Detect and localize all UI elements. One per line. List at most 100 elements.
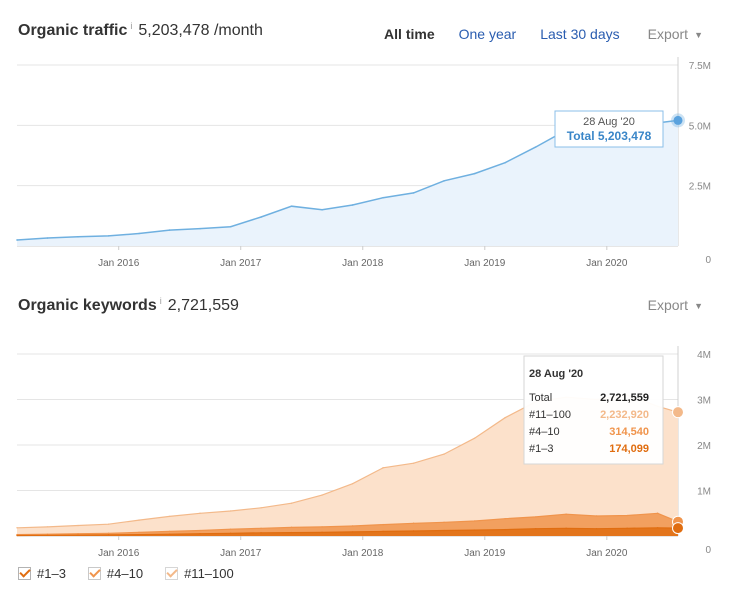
keywords-point <box>77 524 79 527</box>
tooltip-row-value: 2,721,559 <box>600 392 649 404</box>
traffic-point <box>16 239 18 241</box>
keywords-title: Organic keywords <box>18 297 157 314</box>
keywords-point <box>107 532 110 534</box>
keywords-point <box>199 533 201 535</box>
x-tick-label: Jan 2019 <box>464 258 506 269</box>
traffic-point <box>321 209 323 211</box>
keywords-point <box>199 529 201 532</box>
keywords-info-icon[interactable]: i <box>159 296 162 306</box>
keywords-point <box>626 527 628 529</box>
keywords-point <box>626 514 628 517</box>
keywords-point <box>46 533 49 535</box>
checkbox-4-10[interactable] <box>87 566 101 580</box>
keywords-value: 2,721,559 <box>167 297 239 314</box>
keywords-point <box>412 522 415 524</box>
range-one-year[interactable]: One year <box>458 26 517 42</box>
y-tick-label: 2.5M <box>689 182 711 193</box>
traffic-export-label: Export <box>647 26 689 42</box>
keywords-point <box>138 531 140 534</box>
traffic-point <box>443 180 445 182</box>
traffic-point <box>77 236 79 238</box>
y-tick-label: 5.0M <box>689 121 711 132</box>
checkbox-11-100[interactable] <box>165 566 179 580</box>
tooltip-date: 28 Aug '20 <box>583 116 635 128</box>
keywords-point <box>77 533 79 535</box>
traffic-area <box>17 120 678 246</box>
keywords-point <box>321 531 323 534</box>
keywords-point <box>107 523 110 525</box>
x-tick-label: Jan 2020 <box>586 258 628 269</box>
keywords-point <box>382 530 384 533</box>
keywords-point <box>565 527 567 529</box>
legend-item-1-3[interactable]: #1–3 <box>18 566 66 581</box>
keywords-point <box>595 528 598 530</box>
keywords-point <box>534 516 537 518</box>
keywords-point <box>412 530 415 532</box>
traffic-marker <box>673 115 683 125</box>
keywords-point <box>504 417 506 419</box>
keywords-point <box>16 534 18 537</box>
keywords-point <box>351 482 354 485</box>
legend-item-4-10[interactable]: #4–10 <box>87 566 143 581</box>
keywords-point <box>443 529 445 532</box>
keywords-export-button[interactable]: Export ▼ <box>648 297 703 313</box>
range-last-30-days[interactable]: Last 30 days <box>540 26 620 42</box>
traffic-point <box>199 227 201 230</box>
keywords-point <box>77 534 79 536</box>
y-tick-label: 3M <box>697 396 711 407</box>
keywords-point <box>443 521 445 524</box>
legend: #1–3 #4–10 #11–100 <box>18 566 256 581</box>
y-tick-label: 0 <box>705 545 711 556</box>
traffic-point <box>138 232 140 235</box>
traffic-point <box>412 192 415 194</box>
chevron-down-icon: ▼ <box>694 301 703 311</box>
legend-item-11-100[interactable]: #11–100 <box>165 566 234 581</box>
x-tick-label: Jan 2018 <box>342 258 384 269</box>
keywords-marker-2 <box>672 522 684 535</box>
keywords-area-0 <box>17 394 678 536</box>
keywords-header: Organic keywords i 2,721,559 <box>18 296 239 315</box>
tooltip-row-label: #1–3 <box>529 443 553 455</box>
check-icon <box>19 566 31 578</box>
keywords-point <box>168 530 171 533</box>
keywords-point <box>199 512 201 514</box>
keywords-point <box>565 513 567 515</box>
keywords-point <box>473 520 476 522</box>
traffic-point <box>107 235 110 237</box>
tooltip-total: Total 5,203,478 <box>567 129 652 143</box>
x-tick-label: Jan 2017 <box>220 258 262 269</box>
keywords-point <box>595 515 598 517</box>
y-tick-label: 1M <box>697 487 711 498</box>
keywords-point <box>473 437 476 439</box>
traffic-point <box>46 237 49 239</box>
traffic-info-icon[interactable]: i <box>130 21 133 31</box>
keywords-point <box>260 527 262 529</box>
keywords-point <box>382 523 384 526</box>
x-tick-label: Jan 2016 <box>98 548 140 559</box>
traffic-point <box>473 172 476 175</box>
keywords-point <box>656 512 659 514</box>
traffic-point <box>290 205 293 207</box>
keywords-point <box>168 515 171 518</box>
traffic-export-button[interactable]: Export ▼ <box>648 26 703 42</box>
keywords-point <box>46 534 49 537</box>
keywords-tooltip: 28 Aug '20 Total 2,721,559 #11–100 2,232,920… <box>523 355 664 465</box>
traffic-chart: 0 2.5M 5.0M 7.5M Jan 2016 Jan 2017 Jan 2018 Jan… <box>16 57 711 269</box>
checkbox-1-3[interactable] <box>18 566 31 580</box>
keywords-point <box>290 531 293 534</box>
tooltip-date: 28 Aug '20 <box>529 368 583 380</box>
legend-label-1-3: #1–3 <box>37 566 66 581</box>
traffic-point <box>534 146 537 148</box>
chevron-down-icon: ▼ <box>694 30 703 40</box>
range-all-time[interactable]: All time <box>384 26 435 42</box>
traffic-point <box>382 196 384 199</box>
keywords-point <box>16 527 18 529</box>
keywords-point <box>229 510 232 512</box>
tooltip-box <box>523 355 664 465</box>
x-tick-label: Jan 2017 <box>220 548 262 559</box>
legend-label-11-100: #11–100 <box>184 566 234 581</box>
keywords-point <box>321 494 323 496</box>
keywords-point <box>290 502 293 504</box>
keywords-point <box>168 533 171 535</box>
keywords-point <box>321 526 323 528</box>
